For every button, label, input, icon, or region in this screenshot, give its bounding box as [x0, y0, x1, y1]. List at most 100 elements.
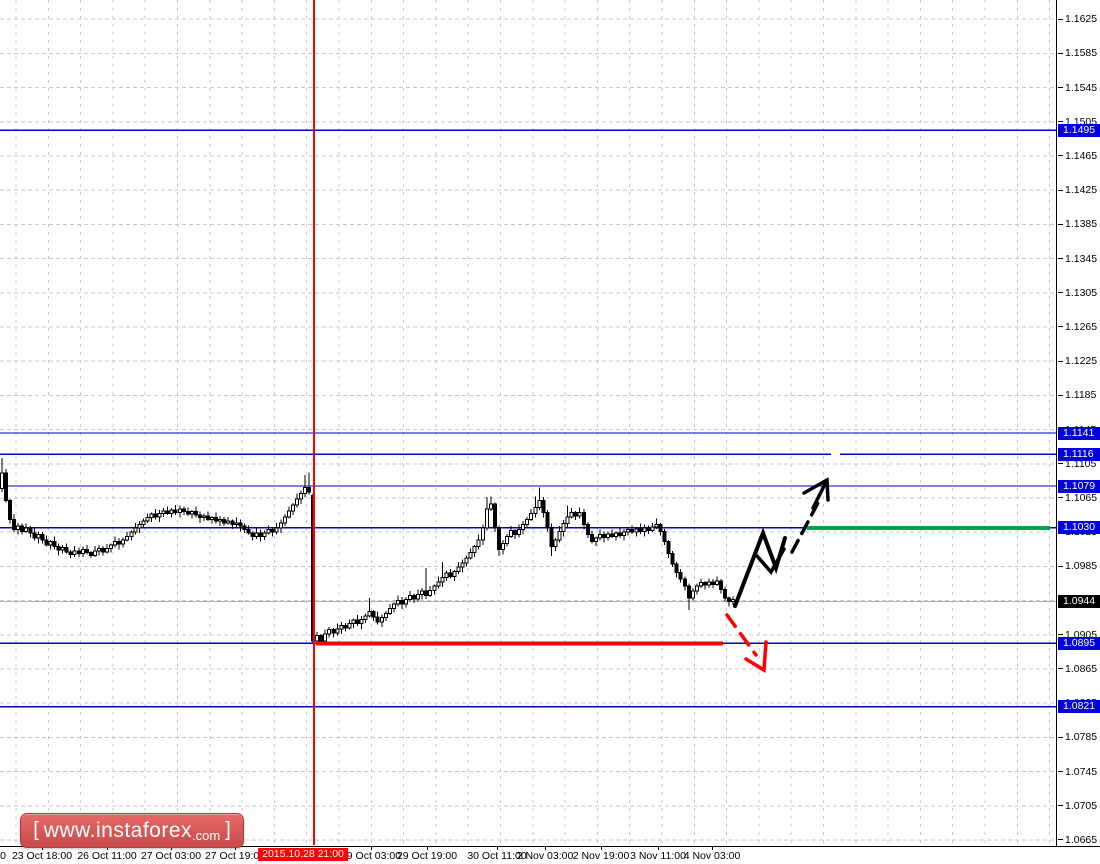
- candle-body: [654, 523, 659, 528]
- candle-body: [492, 503, 497, 529]
- time-tick-mark: [427, 847, 428, 850]
- candle-body: [678, 571, 683, 580]
- bullish-zigzag-annotation: [733, 527, 787, 608]
- level-price-tag: 1.1141: [1058, 426, 1100, 440]
- price-tick-label: 1.0785: [1065, 731, 1098, 744]
- candle-body: [351, 619, 356, 625]
- price-tick-mark: [1058, 839, 1063, 841]
- price-tick-label: 1.1425: [1065, 184, 1098, 197]
- candle-body: [626, 529, 631, 533]
- candle-body: [339, 624, 344, 630]
- time-tick-label: 29 Oct 19:00: [396, 850, 458, 862]
- candle-body: [278, 522, 283, 529]
- candle-body: [48, 541, 53, 546]
- time-tick-label: 23 Oct 18:00: [11, 850, 73, 862]
- price-tick-label: 1.1185: [1065, 389, 1097, 402]
- candle-body: [448, 572, 453, 578]
- candle-body: [674, 563, 679, 573]
- candle-body: [723, 588, 728, 599]
- candle-body: [238, 522, 243, 527]
- candle-body: [557, 530, 562, 541]
- candle-body: [335, 628, 340, 634]
- candle-body: [593, 537, 598, 543]
- candle-body: [371, 611, 376, 618]
- candle-body: [658, 523, 663, 532]
- candle-body: [553, 539, 558, 548]
- candle-body: [169, 509, 174, 514]
- up-arrow-head-icon: [802, 477, 830, 502]
- candle-body: [464, 557, 469, 564]
- level-price-tag: 1.1495: [1058, 123, 1100, 137]
- candle-body: [137, 523, 142, 529]
- time-tick-mark: [171, 847, 172, 850]
- candle-body: [109, 544, 114, 549]
- candle-body: [573, 512, 578, 517]
- candle-body: [686, 585, 691, 599]
- candle-body: [581, 512, 586, 525]
- candle-body: [585, 523, 590, 536]
- candle-body: [399, 600, 404, 605]
- candle-body: [731, 599, 736, 602]
- candle-body: [56, 546, 61, 551]
- candle-body: [472, 546, 477, 554]
- candle-body: [24, 527, 29, 532]
- price-chart-canvas[interactable]: [0, 0, 1058, 846]
- up-arrow-shaft: [811, 480, 828, 510]
- time-tick-label: 29 Oct 03:00: [340, 850, 402, 862]
- candle-body: [327, 629, 332, 635]
- price-axis[interactable]: 1.1625 1.1585 1.1545 1.1505 1.1465 1.1425 1.13…: [1058, 0, 1100, 846]
- candle-body: [343, 624, 348, 629]
- watermark-bracket-right: ]: [225, 819, 231, 841]
- time-tick-mark: [235, 847, 236, 850]
- price-tick-mark: [1058, 360, 1063, 362]
- candle-body: [125, 535, 130, 541]
- candle-body: [525, 518, 530, 525]
- candle-body: [101, 547, 105, 553]
- candle-body: [484, 508, 489, 529]
- candle-body: [488, 503, 493, 510]
- instaforex-watermark: [ www.instaforex .com ]: [20, 813, 244, 848]
- price-tick-mark: [1058, 326, 1063, 328]
- level-price-tag: 1.1116: [1058, 447, 1100, 461]
- price-tick-label: 1.1545: [1065, 81, 1098, 94]
- candle-body: [28, 527, 33, 534]
- candle-body: [614, 532, 619, 537]
- candle-body: [206, 515, 211, 520]
- candle-body: [666, 541, 671, 555]
- candle-body: [698, 582, 703, 587]
- price-tick-label: 1.0865: [1065, 662, 1098, 675]
- candle-body: [690, 590, 695, 599]
- candle-body: [561, 523, 566, 532]
- candle-body: [509, 529, 514, 537]
- candle-body: [460, 562, 465, 568]
- candle-body: [618, 532, 623, 537]
- candle-body: [601, 534, 606, 538]
- price-tick-label: 1.1065: [1065, 491, 1098, 504]
- time-axis[interactable]: 0 23 Oct 18:00 26 Oct 11:00 27 Oct 03:00 27 …: [0, 846, 1100, 864]
- candle-body: [173, 509, 178, 514]
- candle-body: [44, 539, 49, 546]
- candle-body: [412, 594, 417, 600]
- price-tick-mark: [1058, 87, 1063, 89]
- price-tick-mark: [1058, 463, 1063, 465]
- time-tick-label: 2 Nov 19:00: [572, 850, 630, 862]
- price-tick-mark: [1058, 121, 1063, 123]
- time-tick-label: 26 Oct 11:00: [77, 850, 137, 862]
- candle-body: [185, 511, 190, 515]
- candle-body: [270, 529, 275, 533]
- price-tick-mark: [1058, 292, 1063, 294]
- candle-body: [428, 589, 433, 596]
- candle-body: [197, 514, 202, 519]
- candle-body: [64, 547, 69, 553]
- candle-body: [521, 523, 526, 531]
- candle-body: [0, 472, 4, 490]
- event-time-tag: 2015.10.28 21:00: [258, 848, 348, 861]
- candle-body: [375, 616, 380, 623]
- candle-body: [274, 527, 279, 533]
- candle-body: [513, 529, 518, 536]
- price-tick-label: 1.1305: [1065, 286, 1098, 299]
- candle-body: [391, 603, 396, 609]
- candle-body: [711, 581, 716, 585]
- level-price-tag: 1.1079: [1058, 479, 1100, 493]
